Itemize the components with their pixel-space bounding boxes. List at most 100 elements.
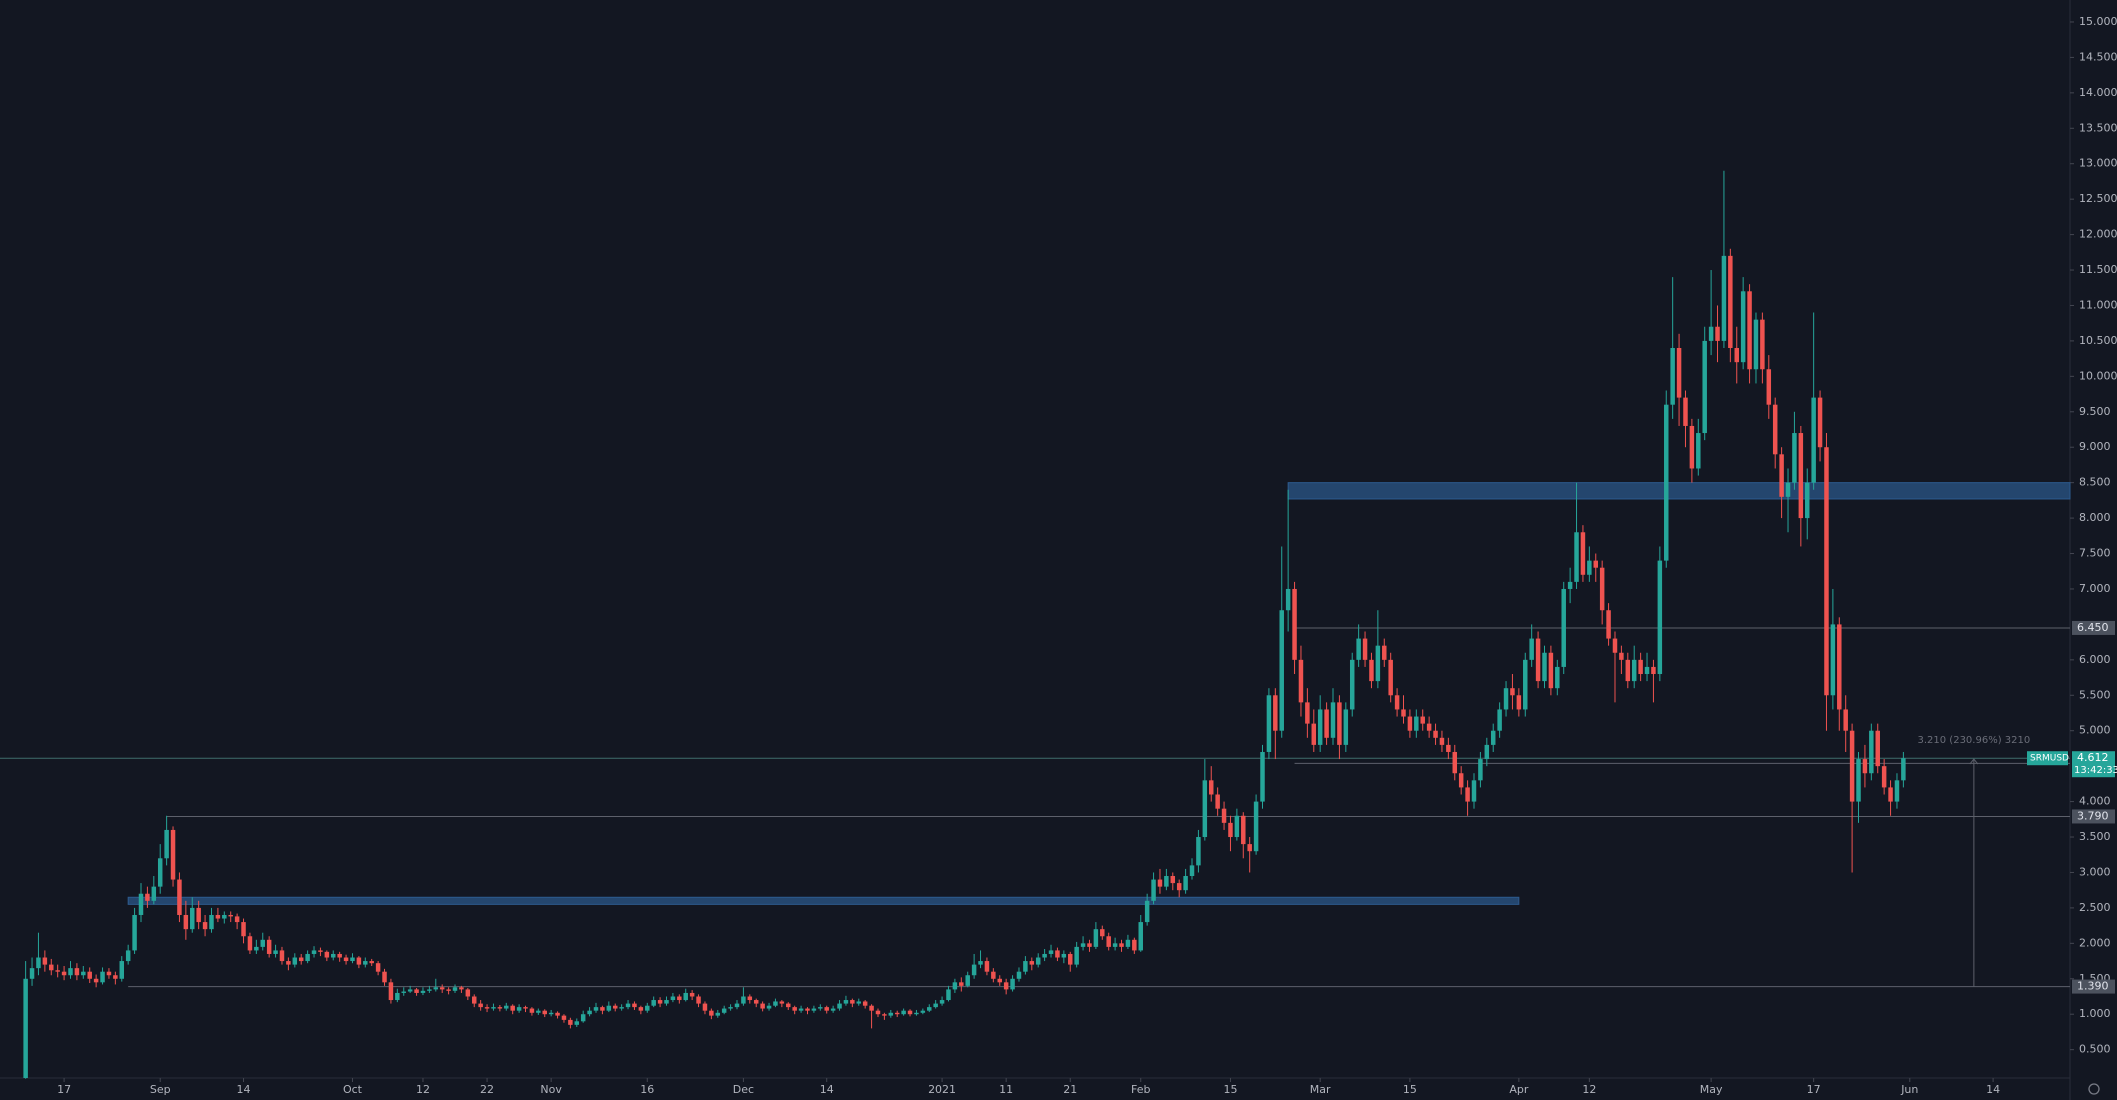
candle-body [779,1001,785,1004]
candle-body [1555,666,1560,689]
candle-body [1426,723,1432,731]
candle-body [1631,659,1637,682]
candle-body [625,1003,631,1008]
y-tick-label: 11.500 [2079,263,2117,276]
candle-body [36,957,41,969]
candle-body [529,1008,535,1013]
candle-body [1330,702,1336,738]
candle-body [1651,666,1656,675]
candle-body [61,971,67,976]
candle-body [1728,255,1733,348]
candle-body [593,1007,599,1011]
candle-body [914,1012,919,1015]
candle-body [568,1019,573,1025]
candle-body [1247,844,1252,852]
candle-body [1292,588,1297,660]
y-tick-label: 0.500 [2079,1043,2111,1056]
y-tick-label: 9.500 [2079,405,2111,418]
candle-body [1337,702,1342,745]
candle-body [971,964,977,976]
zone [127,896,1520,905]
candle-body [1003,982,1009,990]
candle-body [1856,759,1861,802]
candle-body [23,978,28,1078]
candle-body [715,1012,721,1016]
candle-body [471,996,477,1004]
candle-body [939,1000,945,1004]
x-tick-label: 12 [1582,1083,1596,1096]
candle-body [1157,879,1163,887]
countdown-label: 13:42:33 [2074,765,2117,776]
candle-body [1587,560,1592,575]
candle-body [786,1003,791,1008]
candle-body [1766,369,1772,405]
candle-body [1696,433,1701,469]
candle-body [632,1003,637,1008]
candle-body [132,914,137,951]
candle-body [273,950,278,954]
candle-body [965,975,970,986]
candle-body [1689,425,1695,469]
candle-body [1798,433,1804,519]
candle-body [850,1000,855,1004]
candle-body [1215,794,1220,809]
candle-body [388,982,394,1001]
candle-body [1241,815,1246,845]
candle-body [382,971,387,983]
candle-body [798,1008,804,1011]
symbol-tag [2027,751,2068,766]
level-label-box [2072,809,2115,824]
candle-body [1100,929,1105,937]
candle-body [1087,943,1092,947]
candle-body [1702,340,1707,434]
candle-body [645,1005,650,1011]
candle-body [619,1007,624,1009]
candle-body [1734,347,1739,363]
candle-body [125,950,131,962]
candle-body [29,968,35,979]
candle-body [1112,943,1118,947]
candle-body [1343,709,1349,745]
candle-body [439,987,445,990]
candle-body [1016,971,1022,979]
candle-body [1760,319,1765,370]
x-tick-label: 21 [1063,1083,1077,1096]
candle-body [209,914,214,930]
candle-body [407,989,413,992]
level-label-box [2072,620,2115,635]
y-tick-label: 13.000 [2079,157,2117,170]
candle-body [548,1012,554,1015]
gear[interactable] [2088,1083,2100,1095]
candle-body [1753,319,1759,370]
candle-body [228,914,233,917]
candle-body [1119,943,1124,947]
candle-body [81,971,86,976]
candle-body [1567,581,1573,589]
x-tick-label: 2021 [928,1083,956,1096]
candle-body [331,953,336,958]
candle-body [536,1010,541,1013]
candle-body [1670,347,1675,405]
candle-body [1708,326,1714,341]
settings-icon[interactable] [2088,1083,2100,1095]
candle-body [1747,291,1752,370]
candle-body [433,987,439,990]
candle-body [260,939,265,947]
x-tick-label: Jun [1900,1083,1918,1096]
candle-body [638,1007,644,1011]
y-tick-label: 14.500 [2079,50,2117,63]
candle-body [1523,659,1528,710]
candle-body [49,964,54,971]
candle-body [1420,716,1425,724]
candle-body [1446,744,1451,752]
candle-body [1260,751,1265,802]
candle-body [1843,709,1848,731]
candle-body [1535,638,1541,682]
candle-body [1324,709,1329,738]
level-label: 1.390 [2077,980,2109,993]
candle-body [1189,865,1195,877]
candle-body [1369,659,1374,682]
candle-body [1176,883,1182,891]
candle-body [1830,624,1836,696]
